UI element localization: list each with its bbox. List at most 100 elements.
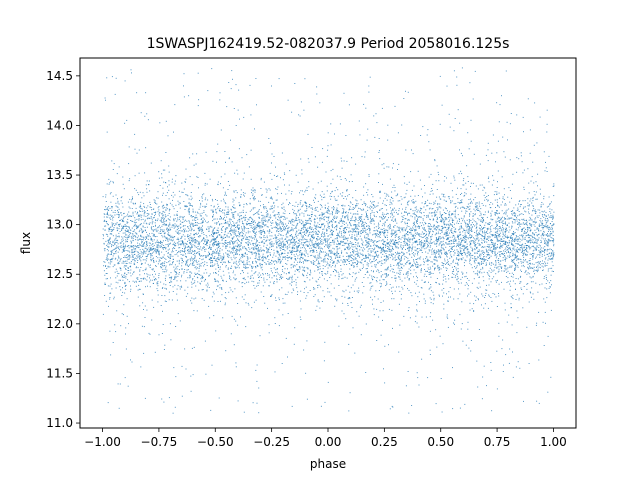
data-point	[470, 257, 472, 259]
data-point	[540, 204, 542, 206]
data-point	[457, 207, 459, 209]
data-point	[229, 225, 230, 227]
data-point	[412, 213, 414, 215]
data-point	[292, 250, 294, 252]
data-point	[151, 255, 153, 257]
data-point	[296, 249, 298, 251]
data-point	[465, 247, 467, 249]
data-point	[518, 237, 520, 239]
data-point	[411, 250, 413, 252]
data-point	[331, 213, 333, 215]
data-point	[157, 283, 159, 285]
data-point	[212, 160, 214, 162]
data-point	[365, 232, 367, 233]
data-point	[441, 241, 443, 243]
data-point	[404, 233, 406, 235]
data-point	[322, 218, 324, 220]
data-point	[238, 89, 240, 91]
data-point	[457, 252, 459, 254]
data-point	[217, 261, 219, 263]
data-point	[303, 232, 305, 234]
data-point	[377, 241, 379, 243]
data-point	[322, 231, 324, 233]
data-point	[107, 209, 109, 211]
data-point	[377, 256, 379, 258]
data-point	[106, 256, 108, 258]
data-point	[326, 216, 328, 218]
data-point	[247, 239, 249, 240]
data-point	[483, 251, 485, 253]
data-point	[373, 115, 375, 117]
data-point	[334, 269, 336, 271]
data-point	[185, 168, 187, 170]
data-point	[265, 240, 267, 242]
data-point	[355, 244, 357, 246]
data-point	[225, 229, 227, 230]
data-point	[431, 251, 433, 253]
data-point	[381, 214, 383, 216]
data-point	[188, 198, 190, 200]
data-point	[508, 226, 510, 228]
data-point	[535, 191, 537, 193]
data-point	[496, 224, 498, 226]
data-point	[277, 223, 278, 225]
data-point	[299, 262, 301, 263]
data-point	[211, 238, 213, 240]
data-point	[507, 139, 508, 141]
data-point	[289, 250, 291, 252]
data-point	[183, 261, 184, 263]
data-point	[251, 253, 253, 255]
data-point	[532, 275, 534, 277]
data-point	[235, 257, 237, 258]
data-point	[165, 248, 167, 250]
data-point	[526, 223, 528, 225]
data-point	[306, 231, 308, 233]
data-point	[337, 189, 339, 191]
data-point	[308, 245, 310, 247]
data-point	[195, 261, 197, 263]
data-point	[385, 195, 387, 197]
data-point	[125, 265, 127, 267]
data-point	[453, 288, 455, 290]
data-point	[425, 209, 427, 211]
data-point	[241, 235, 243, 237]
data-point	[366, 206, 368, 208]
data-point	[186, 220, 188, 222]
data-point	[293, 261, 295, 263]
data-point	[213, 234, 215, 235]
data-point	[279, 258, 281, 260]
data-point	[214, 260, 216, 261]
data-point	[329, 261, 331, 263]
data-point	[192, 278, 194, 279]
data-point	[168, 184, 170, 186]
data-point	[441, 217, 443, 219]
data-point	[270, 208, 272, 210]
data-point	[226, 254, 228, 256]
data-point	[150, 260, 152, 262]
data-point	[404, 218, 406, 220]
data-point	[303, 215, 305, 217]
data-point	[461, 252, 463, 254]
data-point	[504, 268, 506, 270]
data-point	[146, 243, 148, 245]
data-point	[325, 241, 327, 243]
data-point	[225, 350, 227, 352]
data-point	[434, 263, 436, 265]
data-point	[191, 283, 193, 285]
data-point	[530, 242, 531, 244]
data-point	[401, 212, 403, 214]
data-point	[485, 205, 487, 207]
data-point	[498, 335, 500, 337]
data-point	[457, 258, 459, 260]
data-point	[486, 231, 488, 232]
data-point	[267, 226, 269, 228]
data-point	[105, 278, 107, 280]
data-point	[509, 280, 511, 282]
data-point	[448, 213, 450, 215]
data-point	[334, 198, 336, 200]
data-point	[162, 231, 164, 233]
data-point	[157, 285, 159, 287]
data-point	[164, 261, 166, 263]
data-point	[187, 249, 189, 251]
data-point	[399, 324, 401, 326]
